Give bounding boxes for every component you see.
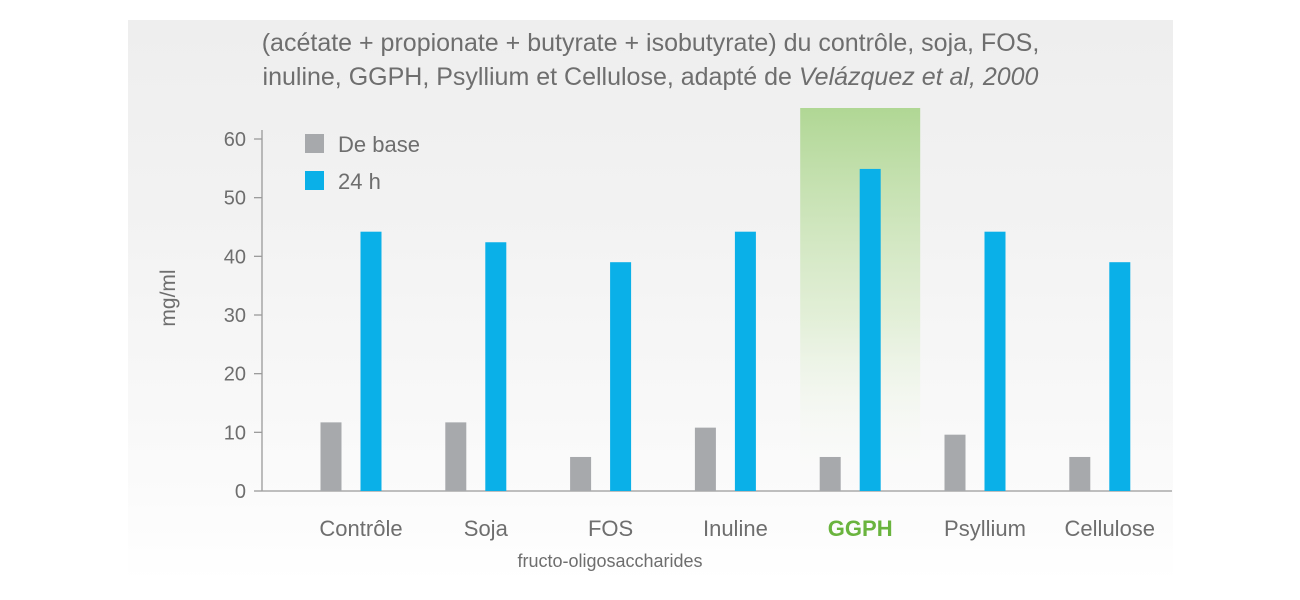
y-tick-label-0: 0 (235, 481, 246, 503)
bar-de-base-soja (445, 422, 467, 491)
bar-24h-ggph (859, 168, 881, 492)
bar-24h-inuline (734, 231, 756, 491)
legend-label-24h: 24 h (338, 169, 381, 194)
bar-de-base-ggph (819, 456, 841, 491)
x-tick-label-ggph: GGPH (828, 516, 893, 541)
x-tick-label-inuline: Inuline (703, 516, 768, 541)
bar-de-base-inuline (694, 427, 716, 491)
legend-swatch-24h (305, 171, 324, 190)
x-tick-label-fos: FOS (588, 516, 633, 541)
x-tick-label-soja: Soja (464, 516, 509, 541)
legend-label-de-base: De base (338, 132, 420, 157)
title-line-1: (acétate + propionate + butyrate + isobu… (261, 29, 1040, 57)
y-tick-label-30: 30 (224, 305, 246, 327)
chart-title: (acétate + propionate + butyrate + isobu… (128, 26, 1173, 94)
bar-de-base-cellulose (1069, 456, 1091, 491)
bar-de-base-contrôle (320, 422, 342, 491)
x-tick-label-cellulose: Cellulose (1065, 516, 1156, 541)
x-tick-label-contrôle: Contrôle (319, 516, 402, 541)
bar-24h-soja (485, 242, 507, 491)
y-tick-label-50: 50 (224, 188, 246, 210)
x-tick-label-psyllium: Psyllium (944, 516, 1026, 541)
y-tick-label-60: 60 (224, 129, 246, 151)
title-line-2-text: inuline, GGPH, Psyllium et Cellulose, ad… (262, 63, 799, 91)
title-line-2: inuline, GGPH, Psyllium et Cellulose, ad… (128, 60, 1173, 94)
title-citation: Velázquez et al, 2000 (798, 63, 1039, 91)
bar-24h-psyllium (984, 231, 1006, 491)
bar-de-base-psyllium (944, 434, 966, 491)
bar-24h-fos (610, 262, 632, 491)
x-axis-title: fructo-oligosaccharides (517, 551, 702, 571)
y-tick-label-10: 10 (224, 422, 246, 444)
bar-24h-contrôle (360, 231, 382, 491)
y-tick-label-20: 20 (224, 364, 246, 386)
bar-24h-cellulose (1109, 262, 1131, 491)
bar-de-base-fos (570, 456, 592, 491)
y-axis-title: mg/ml (157, 269, 180, 326)
legend-swatch-de-base (305, 134, 324, 153)
y-tick-label-40: 40 (224, 246, 246, 268)
